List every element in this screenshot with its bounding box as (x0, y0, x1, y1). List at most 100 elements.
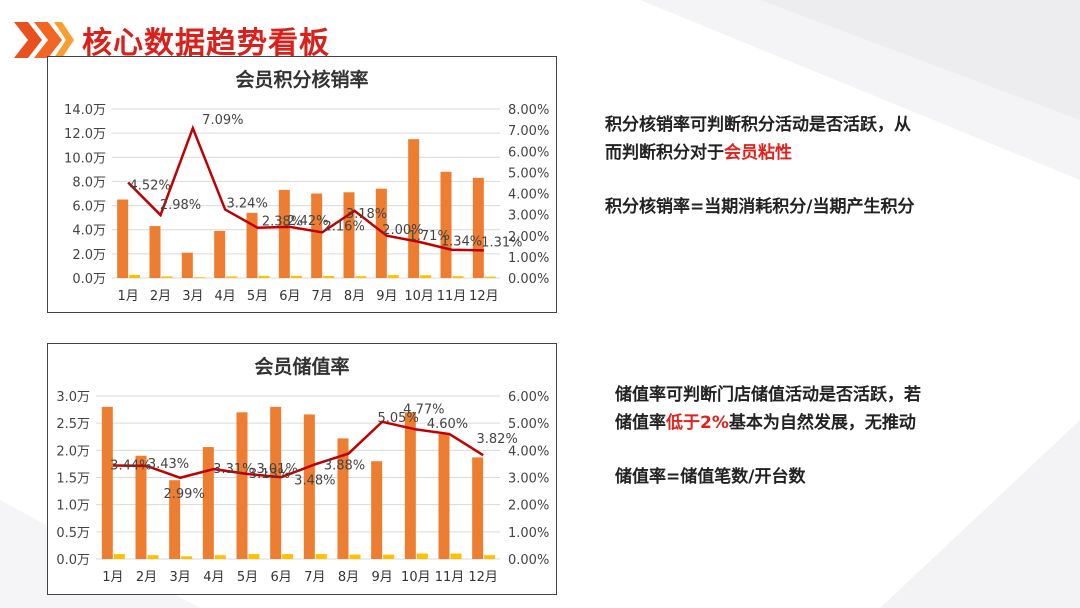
bar-main (472, 457, 484, 559)
bar-secondary (147, 555, 159, 559)
note-text: 储值率可判断门店储值活动是否活跃，若 (615, 385, 921, 405)
note-formula: 储值率=储值笔数/开台数 (615, 463, 1075, 491)
y2-tick-label: 1.00% (508, 526, 549, 541)
bar-secondary (290, 275, 302, 278)
x-tick-label: 10月 (401, 570, 431, 585)
chart-title: 会员储值率 (254, 356, 350, 378)
data-label: 7.09% (202, 113, 243, 128)
y2-tick-label: 8.00% (508, 103, 549, 118)
highlight-text: 会员粘性 (724, 143, 792, 163)
note-line: 积分核销率可判断积分活动是否活跃，从 (605, 111, 1065, 139)
note-text: 基本为自然发展，无推动 (728, 413, 916, 433)
data-label: 3.13% (249, 467, 290, 482)
bar-secondary (383, 554, 395, 559)
bar-main (169, 480, 181, 559)
data-label: 2.00% (382, 223, 423, 238)
bar-main (408, 139, 420, 278)
bar-secondary (484, 276, 496, 278)
x-tick-label: 12月 (469, 289, 499, 304)
bar-main (472, 177, 484, 278)
data-label: 2.38% (262, 215, 303, 230)
x-tick-label: 7月 (312, 289, 333, 304)
bar-main (375, 188, 387, 278)
data-label: 2.42% (287, 214, 328, 229)
data-label: 4.52% (130, 179, 171, 194)
x-tick-label: 2月 (150, 289, 171, 304)
data-label: 3.48% (294, 473, 335, 488)
bar-secondary (226, 276, 238, 278)
note-formula: 积分核销率=当期消耗积分/当期产生积分 (605, 193, 1065, 221)
bar-main (278, 189, 290, 278)
bar-secondary (258, 275, 270, 278)
bar-secondary (452, 276, 464, 278)
bar-main (181, 252, 193, 278)
y2-tick-label: 0.00% (508, 553, 549, 568)
redemption-rate-chart: 会员积分核销率 0.0万 2.0万 4.0万 6.0万 8.0万 10.0万 12.0万 14… (47, 56, 557, 313)
data-label: 3.01% (257, 462, 298, 477)
bar-secondary (129, 274, 141, 278)
x-tick-label: 6月 (271, 570, 292, 585)
x-tick-label: 8月 (338, 570, 359, 585)
formula-text: 积分核销率=当期消耗积分/当期产生积分 (605, 197, 915, 217)
bar-main (101, 406, 113, 559)
y-tick-label: 12.0万 (64, 127, 106, 142)
bar-secondary (420, 275, 432, 278)
y-tick-label: 1.0万 (56, 499, 90, 514)
bar-secondary (416, 553, 428, 559)
y-tick-label: 4.0万 (72, 224, 106, 239)
data-label: 4.77% (403, 402, 444, 417)
y-tick-label: 0.5万 (56, 526, 90, 541)
x-tick-label: 10月 (404, 289, 434, 304)
rate-line (112, 420, 484, 480)
bar-secondary (193, 277, 205, 278)
note-stored-value: 储值率可判断门店储值活动是否活跃，若 储值率低于2%基本为自然发展，无推动 储值… (615, 381, 1075, 491)
y2-tick-label: 5.00% (508, 417, 549, 432)
y2-tick-label: 7.00% (508, 124, 549, 139)
bar-secondary (113, 554, 125, 559)
x-tick-label: 5月 (237, 570, 258, 585)
data-label: 3.82% (477, 432, 518, 447)
x-tick-label: 9月 (376, 289, 397, 304)
bar-main (202, 447, 214, 559)
y-tick-label: 0.0万 (56, 553, 90, 568)
y2-tick-label: 0.00% (508, 272, 549, 287)
bar-main (303, 414, 315, 559)
bar-main (371, 461, 383, 559)
x-tick-label: 1月 (118, 289, 139, 304)
note-text: 积分核销率可判断积分活动是否活跃，从 (605, 115, 911, 135)
x-tick-label: 3月 (170, 570, 191, 585)
bar-main (270, 406, 282, 559)
note-redemption: 积分核销率可判断积分活动是否活跃，从 而判断积分对于会员粘性 积分核销率=当期消… (605, 111, 1065, 221)
bar-main (438, 434, 450, 559)
y2-tick-label: 2.00% (508, 499, 549, 514)
y2-tick-label: 3.00% (508, 472, 549, 487)
y2-tick-label: 5.00% (508, 166, 549, 181)
data-label: 1.34% (441, 235, 482, 250)
bar-main (343, 192, 355, 278)
y-tick-label: 10.0万 (64, 151, 106, 166)
data-label: 3.18% (346, 207, 387, 222)
bar-secondary (214, 555, 226, 559)
data-label: 3.24% (227, 197, 268, 212)
bar-main (214, 230, 226, 278)
chart-title: 会员积分核销率 (235, 69, 369, 91)
y-tick-label: 1.5万 (56, 472, 90, 487)
chart-svg: 0.0万 0.5万 1.0万 1.5万 2.0万 2.5万 3.0万 0.00% 1.00% 2.… (56, 390, 549, 585)
bar-main (337, 438, 349, 559)
bar-main (440, 171, 452, 278)
data-label: 3.43% (148, 457, 189, 472)
data-label: 2.16% (324, 219, 365, 234)
data-label: 2.98% (160, 198, 201, 213)
data-label: 4.60% (427, 417, 468, 432)
note-line: 而判断积分对于会员粘性 (605, 139, 1065, 167)
x-tick-label: 11月 (437, 289, 467, 304)
bar-secondary (323, 275, 335, 278)
rate-line (127, 124, 484, 252)
y2-tick-label: 2.00% (508, 230, 549, 245)
x-tick-label: 12月 (468, 570, 498, 585)
y-tick-label: 6.0万 (72, 200, 106, 215)
y-tick-label: 14.0万 (64, 103, 106, 118)
note-text: 储值率 (615, 413, 666, 433)
chevron-arrows-icon (14, 22, 74, 58)
chart-svg: 0.0万 2.0万 4.0万 6.0万 8.0万 10.0万 12.0万 14.0万 0.00%… (64, 103, 549, 304)
